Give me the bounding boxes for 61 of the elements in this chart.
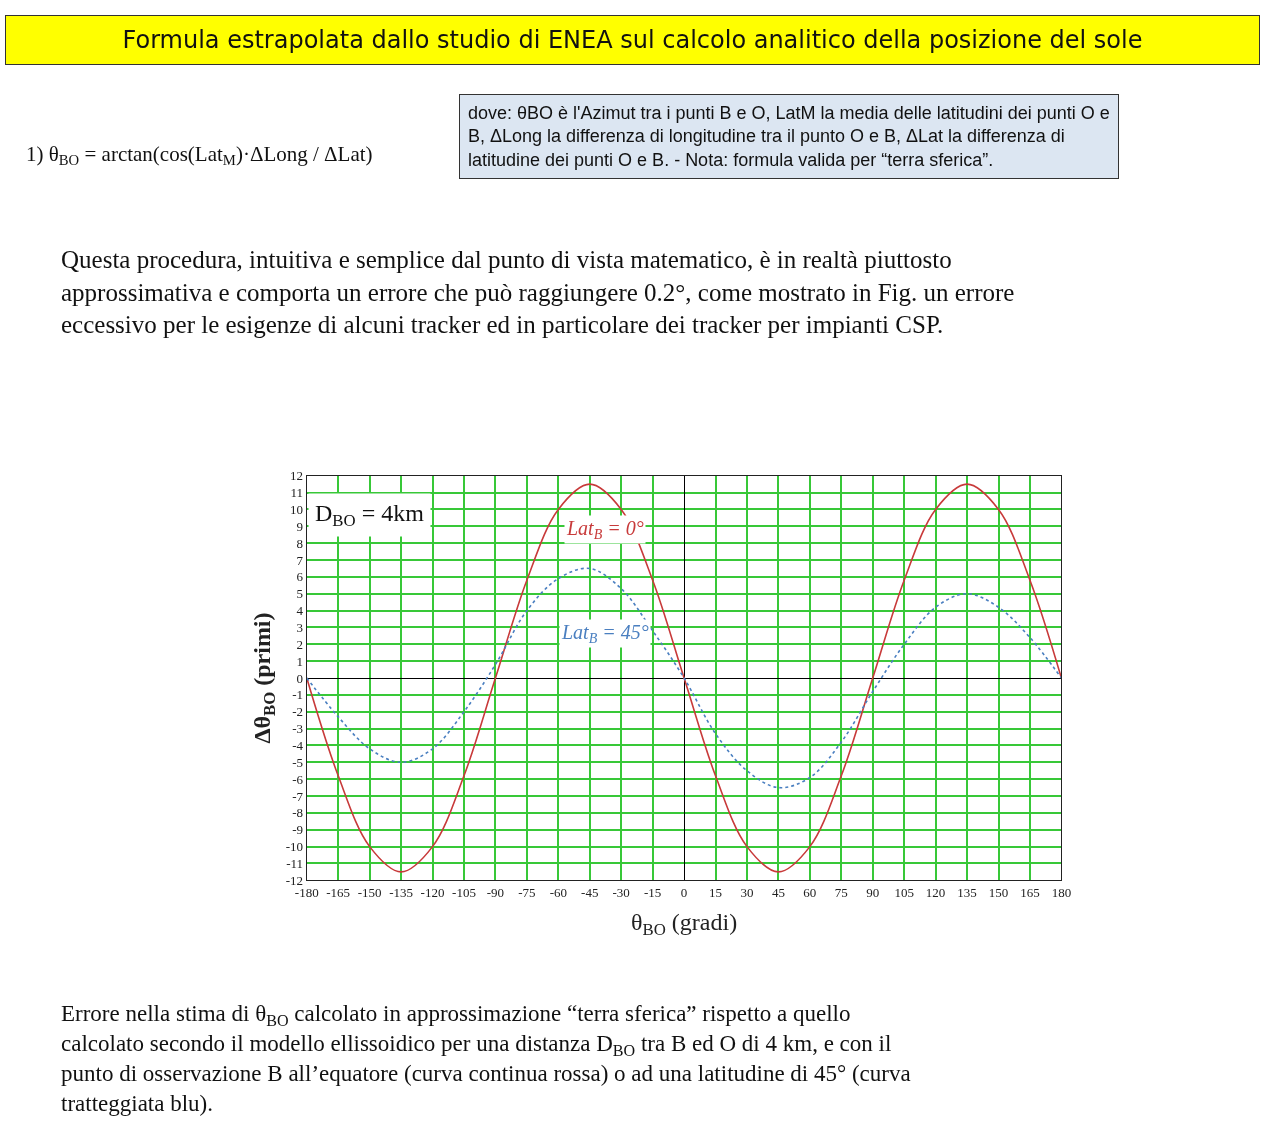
text: 1) θ$_{BO}$ = arctan(cos(Lat$_{M}$)·ΔLong / ΔLat) (26, 142, 373, 169)
y-tick-label: 12 (290, 468, 304, 484)
y-tick-label: 6 (296, 569, 304, 585)
y-tick-label: -3 (292, 721, 304, 737)
y-tick-label: 5 (296, 586, 304, 602)
x-tick-label: -75 (518, 885, 536, 901)
x-tick-label: 120 (925, 885, 946, 901)
x-tick-label: 45 (771, 885, 785, 901)
y-tick-label: -10 (285, 839, 304, 855)
y-tick-label: -4 (292, 738, 304, 754)
y-tick-label: 10 (290, 502, 304, 517)
y-tick-label: -11 (286, 856, 304, 872)
y-tick-label: -12 (285, 872, 304, 888)
x-tick-label: -180 (294, 885, 319, 901)
annotation: D$_{BO}$ = 4km (315, 500, 425, 531)
x-tick-label: 180 (1051, 885, 1072, 901)
line-series (306, 483, 1062, 873)
y-tick-label: -9 (292, 822, 304, 838)
y-tick-label: 8 (296, 535, 304, 551)
x-tick-label: 90 (866, 885, 880, 901)
series-label: Lat$_{B}$ = 45° (561, 621, 649, 647)
text: Questa procedura, intuitiva e semplice dal punto di vista matematico, è in realtà piuttosto approssimativa e comporta un errore che può raggiungere 0.2°, come mostrato in Fig. un errore eccessivo per le esigenze di alcuni tracker ed in particolare dei tracker per impianti CSP. (61, 246, 1015, 338)
x-tick-label: -90 (486, 885, 505, 901)
x-tick-label: -60 (549, 885, 567, 901)
x-tick-label: -105 (452, 885, 476, 901)
text: dove: θBO è l'Azimut tra i punti B e O, LatM la media delle latitudini dei punti O e B, ΔLong la differenza di longitudine tra il punto O e B, ΔLat la differenza di latitudine dei punti O e B. - Nota: formula valida per “terra sferica”. (468, 103, 1110, 170)
x-tick-label: 150 (988, 885, 1009, 901)
x-tick-label: 30 (740, 885, 754, 901)
y-tick-label: -7 (292, 788, 304, 804)
x-tick-label: 60 (803, 885, 817, 901)
y-tick-label: 1 (296, 653, 304, 669)
y-tick-label: 9 (296, 518, 304, 534)
x-tick-label: -135 (389, 885, 414, 901)
x-tick-label: -120 (420, 885, 445, 901)
x-tick-label: 135 (957, 885, 977, 901)
y-tick-label: -6 (292, 771, 304, 787)
x-tick-label: -150 (357, 885, 382, 901)
x-tick-label: 15 (709, 885, 723, 901)
y-tick-label: -8 (292, 805, 304, 821)
series-label: Lat$_{B}$ = 0° (566, 517, 644, 543)
x-tick-label: 165 (1020, 885, 1040, 901)
x-tick-label: 75 (834, 885, 848, 901)
x-tick-label: -30 (612, 885, 630, 901)
y-tick-label: 4 (296, 603, 304, 619)
y-tick-label: -5 (292, 754, 304, 770)
x-axis-title: θ$_{BO}$ (gradi) (631, 909, 738, 940)
y-tick-label: -1 (292, 687, 304, 703)
x-tick-label: 0 (680, 885, 688, 901)
y-tick-label: 0 (296, 670, 304, 686)
y-tick-label: 3 (296, 620, 304, 635)
x-tick-label: 105 (894, 885, 914, 901)
text: Errore nella stima di θ$_{BO}$ calcolato in approssimazione “terra sferica” rispetto a quello calcolato secondo il modello ellissoidico per una distanza D$_{BO}$ tra B ed O di 4 km, e con il punto di osservazione B all’equatore (curva continua rossa) o ad una latitudine di 45° (curva tratteggiata blu). (61, 1001, 911, 1116)
x-tick-label: -15 (643, 885, 662, 901)
line-series (306, 567, 1062, 789)
x-tick-label: -45 (581, 885, 599, 901)
x-tick-label: -165 (326, 885, 351, 901)
y-tick-label: 2 (296, 636, 304, 652)
y-tick-label: 7 (296, 552, 304, 568)
chart-title: Formula estrapolata dallo studio di ENEA sul calcolo analitico della posizione del sole (122, 26, 1143, 54)
y-tick-label: 11 (290, 485, 304, 501)
y-tick-label: -2 (292, 704, 304, 720)
